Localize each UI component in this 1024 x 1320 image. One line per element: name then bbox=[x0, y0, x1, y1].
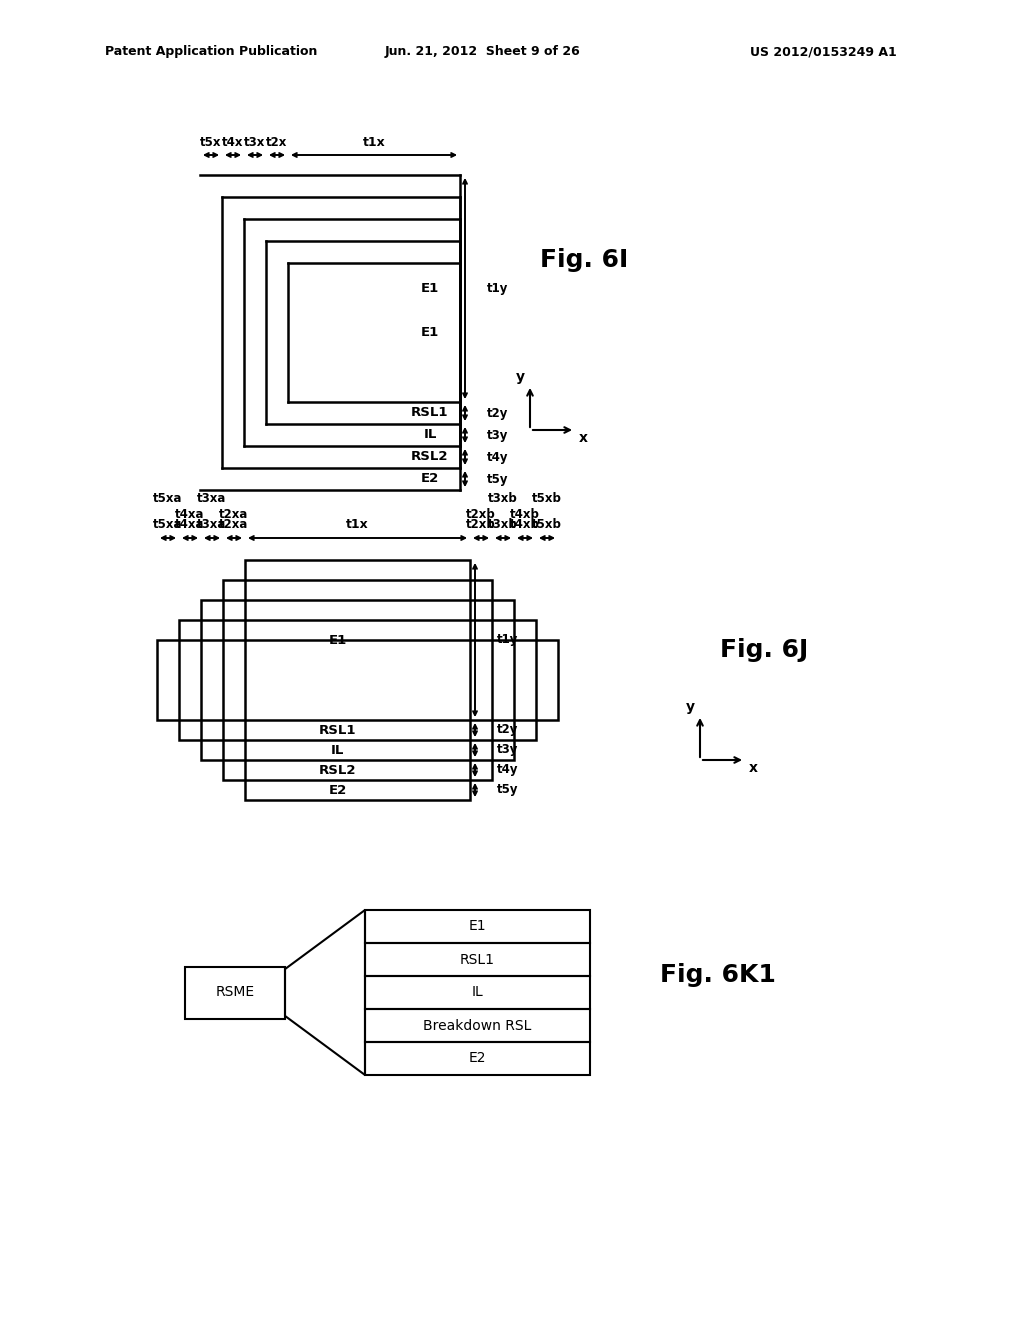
Text: y: y bbox=[685, 700, 694, 714]
Text: t2y: t2y bbox=[497, 723, 518, 737]
Bar bbox=[365, 1008, 590, 1041]
Text: t5y: t5y bbox=[497, 784, 518, 796]
Text: t1x: t1x bbox=[346, 519, 369, 532]
Text: IL: IL bbox=[423, 429, 436, 441]
Text: t1x: t1x bbox=[362, 136, 385, 149]
Text: t4xb: t4xb bbox=[510, 519, 540, 532]
Text: E1: E1 bbox=[421, 326, 439, 339]
Text: Fig. 6K1: Fig. 6K1 bbox=[660, 964, 776, 987]
Text: t1y: t1y bbox=[487, 282, 508, 294]
Text: Fig. 6I: Fig. 6I bbox=[540, 248, 629, 272]
Text: t3xb: t3xb bbox=[488, 519, 518, 532]
Text: x: x bbox=[749, 762, 758, 775]
Text: x: x bbox=[579, 432, 588, 445]
Text: IL: IL bbox=[472, 986, 483, 999]
Bar bbox=[185, 966, 285, 1019]
Text: t2xb: t2xb bbox=[466, 519, 496, 532]
Text: t5xa: t5xa bbox=[154, 492, 182, 506]
Text: t1y: t1y bbox=[497, 634, 518, 647]
Text: t3y: t3y bbox=[497, 743, 518, 756]
Text: t2xa: t2xa bbox=[219, 508, 249, 521]
Text: t5y: t5y bbox=[487, 473, 509, 486]
Text: t4y: t4y bbox=[487, 450, 509, 463]
Bar bbox=[365, 975, 590, 1008]
Text: RSL2: RSL2 bbox=[318, 763, 356, 776]
Text: t4xa: t4xa bbox=[175, 508, 205, 521]
Text: RSL1: RSL1 bbox=[412, 407, 449, 420]
Text: E2: E2 bbox=[329, 784, 347, 796]
Text: t3x: t3x bbox=[245, 136, 265, 149]
Text: t5x: t5x bbox=[201, 136, 222, 149]
Bar bbox=[157, 640, 558, 719]
Text: t2xb: t2xb bbox=[466, 508, 496, 521]
Text: RSME: RSME bbox=[215, 986, 255, 999]
Text: t2x: t2x bbox=[266, 136, 288, 149]
Text: t3y: t3y bbox=[487, 429, 508, 441]
Text: t5xb: t5xb bbox=[532, 519, 562, 532]
Bar bbox=[365, 942, 590, 975]
Text: t3xa: t3xa bbox=[198, 492, 226, 506]
Text: US 2012/0153249 A1: US 2012/0153249 A1 bbox=[750, 45, 897, 58]
Text: t4x: t4x bbox=[222, 136, 244, 149]
Bar bbox=[223, 579, 492, 780]
Text: y: y bbox=[515, 370, 524, 384]
Bar bbox=[179, 620, 536, 741]
Text: t3xa: t3xa bbox=[198, 519, 226, 532]
Text: Patent Application Publication: Patent Application Publication bbox=[105, 45, 317, 58]
Text: t2y: t2y bbox=[487, 407, 508, 420]
Text: t4xa: t4xa bbox=[175, 519, 205, 532]
Text: RSL1: RSL1 bbox=[318, 723, 356, 737]
Text: Breakdown RSL: Breakdown RSL bbox=[423, 1019, 531, 1032]
Bar bbox=[365, 1041, 590, 1074]
Text: t3xb: t3xb bbox=[488, 492, 518, 506]
Bar bbox=[245, 560, 470, 800]
Text: E1: E1 bbox=[329, 634, 347, 647]
Text: t2xa: t2xa bbox=[219, 519, 249, 532]
Text: t5xb: t5xb bbox=[532, 492, 562, 506]
Text: E1: E1 bbox=[469, 920, 486, 933]
Text: Fig. 6J: Fig. 6J bbox=[720, 638, 808, 663]
Text: t4y: t4y bbox=[497, 763, 518, 776]
Text: Jun. 21, 2012  Sheet 9 of 26: Jun. 21, 2012 Sheet 9 of 26 bbox=[385, 45, 581, 58]
Text: IL: IL bbox=[331, 743, 344, 756]
Text: RSL2: RSL2 bbox=[412, 450, 449, 463]
Text: t5xa: t5xa bbox=[154, 519, 182, 532]
Text: RSL1: RSL1 bbox=[460, 953, 495, 966]
Text: E1: E1 bbox=[421, 282, 439, 294]
Text: E2: E2 bbox=[469, 1052, 486, 1065]
Text: t4xb: t4xb bbox=[510, 508, 540, 521]
Bar bbox=[365, 909, 590, 942]
Text: E2: E2 bbox=[421, 473, 439, 486]
Bar bbox=[201, 601, 514, 760]
